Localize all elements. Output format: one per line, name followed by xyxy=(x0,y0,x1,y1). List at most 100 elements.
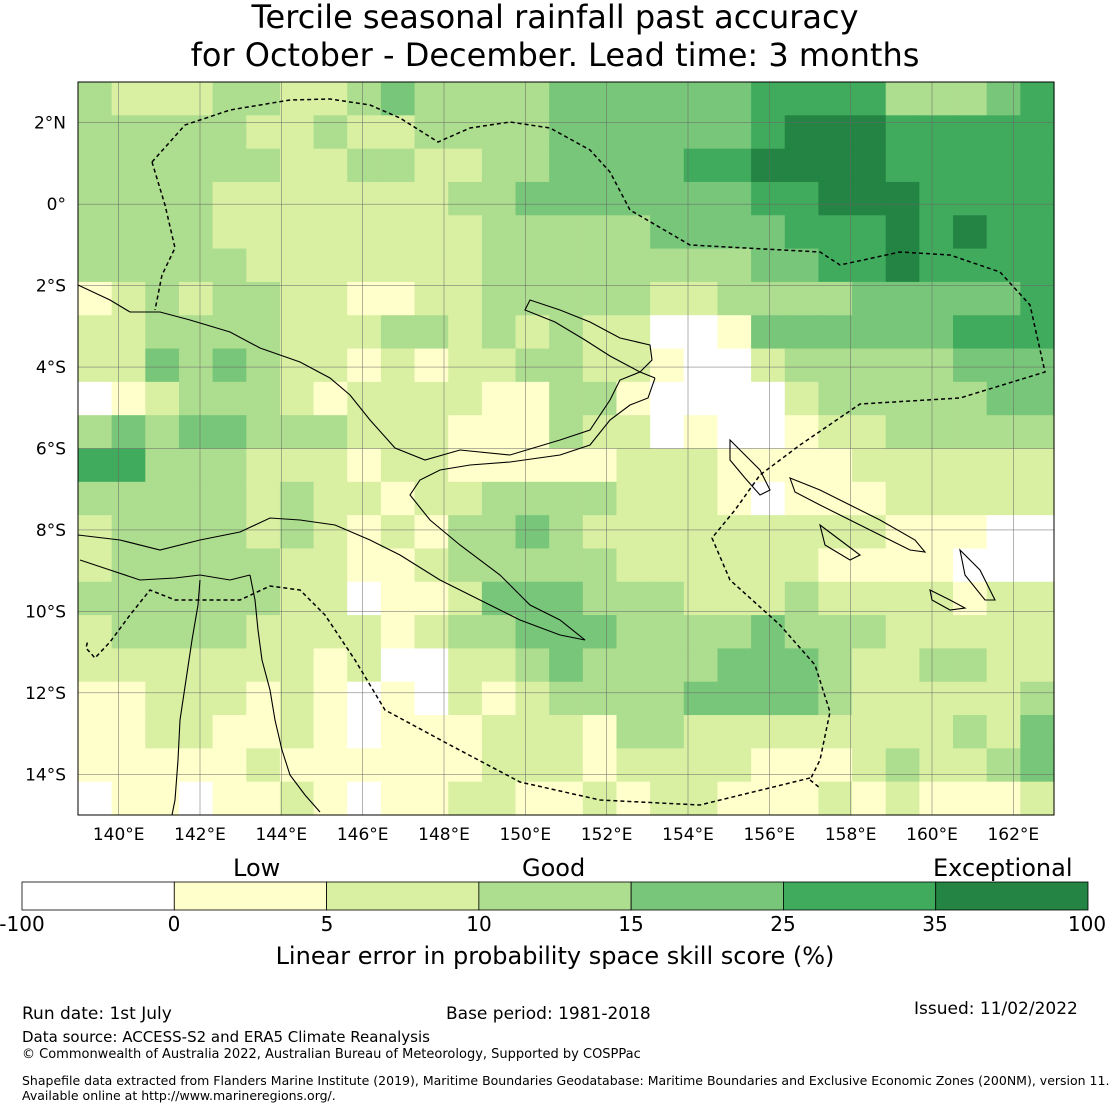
png-eez-boundary xyxy=(85,98,1046,806)
skill-cell xyxy=(818,115,853,150)
map-frame xyxy=(77,81,1055,816)
skill-cell xyxy=(616,781,651,816)
longitude-tick-label: 156°E xyxy=(743,825,795,845)
skill-cell xyxy=(818,681,853,716)
skill-cell xyxy=(178,648,214,683)
skill-cell xyxy=(347,248,382,283)
skill-cell xyxy=(515,181,550,216)
skill-cell xyxy=(212,148,247,183)
skill-cell xyxy=(145,615,180,650)
skill-cell xyxy=(313,348,348,383)
skill-cell xyxy=(78,315,113,350)
skill-cell xyxy=(145,315,180,350)
skill-cell xyxy=(515,415,550,450)
skill-cell xyxy=(78,615,113,650)
skill-cell xyxy=(852,248,887,283)
skill-cell xyxy=(178,315,214,350)
skill-cell xyxy=(582,715,618,749)
skill-cell xyxy=(78,148,113,183)
skill-cell xyxy=(852,481,887,516)
skill-cell xyxy=(852,415,887,450)
skill-cell xyxy=(953,315,988,350)
skill-cell xyxy=(650,215,685,250)
skill-cell xyxy=(986,581,1021,616)
skill-cell xyxy=(448,781,483,816)
skill-cell xyxy=(145,448,180,483)
skill-cell xyxy=(246,515,281,550)
longitude-tick-label: 154°E xyxy=(662,825,714,845)
skill-cell xyxy=(481,515,517,550)
skill-cell xyxy=(78,448,113,483)
skill-cell xyxy=(784,515,820,550)
skill-cell xyxy=(582,315,618,350)
skill-cell xyxy=(885,148,920,183)
skill-cell xyxy=(178,82,214,116)
skill-cell xyxy=(481,648,517,683)
skill-cell xyxy=(986,748,1021,783)
skill-cell xyxy=(414,481,449,516)
skill-cell xyxy=(582,548,618,583)
skill-cell xyxy=(111,281,146,316)
skill-cell xyxy=(784,82,820,116)
skill-cell xyxy=(78,581,113,616)
skill-cell xyxy=(246,748,281,783)
skill-cell xyxy=(78,648,113,683)
skill-cell xyxy=(616,715,651,749)
skill-cell xyxy=(78,781,113,816)
colorbar-tick: 35 xyxy=(922,912,948,936)
skill-cell xyxy=(784,681,820,716)
skill-cell xyxy=(145,248,180,283)
skill-cell xyxy=(78,381,113,416)
skill-cell xyxy=(818,515,853,550)
title-line-1: Tercile seasonal rainfall past accuracy xyxy=(251,0,859,36)
skill-cell xyxy=(818,381,853,416)
colorbar-segment xyxy=(173,881,327,911)
skill-cell xyxy=(111,181,146,216)
skill-cell xyxy=(414,448,449,483)
skill-cell xyxy=(885,748,920,783)
skill-cell xyxy=(885,181,920,216)
skill-cell xyxy=(919,615,954,650)
skill-cell xyxy=(1020,148,1055,183)
longitude-tick-label: 148°E xyxy=(418,825,470,845)
skill-cell xyxy=(919,548,954,583)
skill-cell xyxy=(751,715,786,749)
skill-cell xyxy=(414,781,449,816)
skill-cell xyxy=(885,615,920,650)
skill-cell xyxy=(279,215,315,250)
skill-cell xyxy=(111,681,146,716)
skill-cell xyxy=(212,348,247,383)
skill-cell xyxy=(717,581,752,616)
skill-cell xyxy=(784,148,820,183)
skill-cell xyxy=(448,215,483,250)
skill-cell xyxy=(717,82,752,116)
skill-cell xyxy=(414,348,449,383)
skill-cell xyxy=(313,515,348,550)
skill-cell xyxy=(246,348,281,383)
skill-cell xyxy=(111,82,146,116)
skill-cell xyxy=(852,181,887,216)
skill-cell xyxy=(178,681,214,716)
skill-cell xyxy=(852,115,887,150)
axis-tick-labels: 140°E 142°E 144°E 146°E 148°E 150°E 152°E 154°E… xyxy=(25,114,1039,845)
skill-cell xyxy=(717,648,752,683)
skill-cell xyxy=(178,715,214,749)
skill-cell xyxy=(380,381,416,416)
skill-cell xyxy=(751,515,786,550)
skill-cell xyxy=(414,748,449,783)
skill-cell xyxy=(549,481,584,516)
skill-cell xyxy=(279,415,315,450)
skill-cell xyxy=(885,248,920,283)
skill-cell xyxy=(919,515,954,550)
skill-cell xyxy=(549,348,584,383)
skill-cell xyxy=(818,448,853,483)
skill-cell xyxy=(852,581,887,616)
skill-cell xyxy=(683,748,719,783)
skill-cell xyxy=(784,281,820,316)
skill-cell xyxy=(784,481,820,516)
skill-cell xyxy=(448,481,483,516)
skill-cell xyxy=(852,681,887,716)
skill-cell xyxy=(212,515,247,550)
skill-cell xyxy=(852,648,887,683)
skill-cell xyxy=(784,748,820,783)
